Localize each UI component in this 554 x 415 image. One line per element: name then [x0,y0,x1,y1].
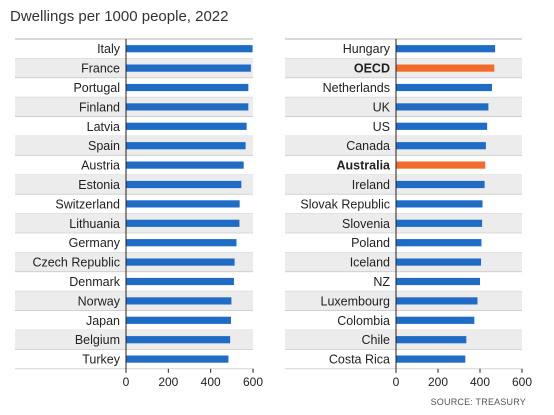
bar-finland [126,103,249,111]
category-label: France [81,62,120,76]
bar-belgium [126,336,231,344]
bar-denmark [126,277,234,286]
category-label: NZ [373,275,390,289]
category-label: Austria [81,159,120,173]
category-label: Slovak Republic [300,197,390,211]
category-label: Estonia [78,178,120,192]
bar-turkey [126,355,229,363]
bar-colombia [396,316,475,324]
category-label: Latvia [87,120,120,134]
category-label: Germany [69,236,121,250]
source-note: SOURCE: TREASURY [430,397,526,407]
bar-japan [126,316,231,324]
bar-canada [396,142,486,150]
category-label: Finland [79,100,120,114]
category-label: Costa Rica [329,353,390,367]
bar-france [126,64,251,72]
category-label: Spain [88,139,120,153]
category-label: Japan [86,314,120,328]
chart-title: Dwellings per 1000 people, 2022 [10,8,229,25]
left-panel: Italy France Portugal Finland Latvia Spain Aus… [15,38,263,389]
x-tick-label: 600 [512,375,532,389]
bar-spain [126,142,246,150]
category-label: UK [373,100,391,114]
bar-australia [396,161,486,169]
category-label: Portugal [73,81,120,95]
bar-switzerland [126,200,240,208]
x-tick-label: 200 [428,375,448,389]
bar-lithuania [126,219,240,227]
category-label: Australia [337,159,392,173]
category-label: Ireland [352,178,390,192]
bar-chile [396,336,467,344]
x-tick-label: 200 [158,375,178,389]
bar-czech-republic [126,258,235,266]
bar-latvia [126,122,247,130]
bar-nz [396,277,480,286]
category-label: US [373,120,390,134]
bar-luxembourg [396,297,478,305]
category-label: Chile [362,333,391,347]
bar-netherlands [396,83,492,92]
bar-portugal [126,83,249,92]
bar-oecd [396,64,495,72]
x-tick-label: 400 [470,375,490,389]
bar-italy [126,45,253,53]
category-label: Belgium [75,333,120,347]
category-label: Turkey [82,353,120,367]
x-tick-label: 0 [393,375,400,389]
bar-iceland [396,258,482,266]
category-label: Slovenia [342,217,390,231]
bar-slovak-republic [396,200,483,208]
bar-uk [396,103,489,111]
bar-hungary [396,45,496,53]
category-label: Canada [346,139,390,153]
bar-austria [126,161,244,169]
category-label: Denmark [69,275,120,289]
bar-norway [126,297,232,305]
bar-slovenia [396,219,483,227]
bar-costa-rica [396,355,466,363]
bar-poland [396,239,482,247]
right-panel: Hungary OECD Netherlands UK US Canada Australi… [285,38,532,389]
category-label: OECD [354,62,390,76]
x-tick-label: 0 [123,375,130,389]
category-label: Iceland [350,256,390,270]
category-label: Switzerland [55,197,120,211]
category-label: Czech Republic [32,256,120,270]
bar-germany [126,239,237,247]
category-label: Colombia [337,314,390,328]
bar-estonia [126,180,242,189]
category-label: Poland [351,236,390,250]
category-label: Hungary [343,42,391,56]
category-label: Norway [78,294,121,308]
x-tick-label: 400 [201,375,221,389]
category-label: Italy [97,42,121,56]
category-label: Luxembourg [321,294,391,308]
bar-us [396,122,488,130]
x-tick-label: 600 [243,375,263,389]
category-label: Netherlands [323,81,390,95]
category-label: Lithuania [69,217,120,231]
bar-ireland [396,180,485,189]
